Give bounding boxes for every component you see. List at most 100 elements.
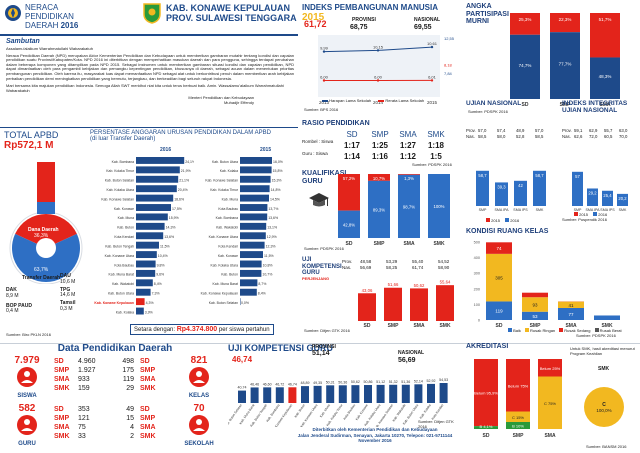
apm-title-1: ANGKA	[466, 3, 492, 10]
ukg-bar-label: 51,36	[401, 380, 410, 384]
dp-row-level: SMP	[140, 367, 156, 374]
rasio-row1-value: 1:17	[343, 141, 360, 150]
anggaran-2016-value-label: 3,9%	[145, 310, 153, 314]
ukg-bar-label: 46,60	[263, 382, 272, 386]
rasio-col-header: SMA	[399, 130, 417, 139]
kondisi-bar-rusak-ringan	[486, 253, 512, 302]
ukg-bar	[301, 386, 309, 403]
anggaran-year-2016: 2016	[160, 147, 172, 153]
ukg-bar	[351, 385, 360, 403]
ukg-bar	[313, 385, 322, 403]
ipm-source: Sumber: BPS 2016	[304, 107, 339, 112]
dp-row-level: SMK	[54, 385, 70, 392]
ipm-data-label: 10,61	[427, 41, 438, 46]
kualifikasi-bar-below-s1	[368, 174, 390, 181]
dp-sekolah-block: 49 SD 15 SMP 4 SMA 2 SMK 70 SEKOLAH	[116, 403, 226, 449]
ukg-level-row-label: Prov.	[342, 259, 353, 264]
un-legend-2015: 2015	[491, 218, 501, 223]
dp-row: SD 353	[54, 405, 90, 414]
un-x-tick: SMP	[479, 208, 487, 212]
ukg-level-title-2: KOMPETENSI	[302, 263, 342, 270]
dp-siswa-block: 7.979 SISWA SD 4.960 SMP 1.927 SMA 933 SMK 159	[4, 355, 114, 401]
ukg-bar	[414, 384, 423, 403]
sambutan-panel: Sambutan Assalamu'alaikum Warrahmatullah…	[6, 38, 294, 126]
akreditasi-title: AKREDITASI	[466, 343, 509, 350]
kondisi-panel: KONDISI RUANG KELAS 0 100 200 300 400 500 119 3…	[466, 228, 638, 340]
data-pendidikan-panel: Data Pendidikan Daerah 7.979 SISWA SD 4.960…	[4, 343, 226, 451]
dp-row-level: SMK	[140, 385, 156, 392]
apbd-transfer-label: Transfer Daerah	[22, 275, 61, 281]
anggaran-2016-category-label: Kab. Kolaka	[116, 310, 134, 314]
kualifikasi-x-tick: SD	[346, 241, 353, 247]
ipm-prov-rls-label: 8,18	[444, 63, 453, 68]
dp-row: SMA 933	[54, 375, 96, 384]
kualifikasi-x-tick: SMA	[403, 241, 415, 247]
anggaran-2015-bar	[240, 232, 266, 240]
anggaran-2015-bar	[240, 279, 258, 287]
un-nas-value: 58,5	[478, 134, 487, 139]
anggaran-2016-value-label: 13,6%	[164, 235, 174, 239]
kualifikasi-title-1: KUALIFIKASI	[302, 170, 347, 177]
anggaran-2016-category-label: Kab. Buton	[117, 226, 134, 230]
kondisi-chart: 0 100 200 300 400 500 119 305 74 SD 53 93 SMP 77 41 SMA…	[474, 241, 620, 329]
anggaran-2016-category-label: Kab. Buton Selatan	[105, 179, 134, 183]
dp-row-value: 49	[126, 406, 134, 413]
ukg-category-label: Kab. Kolaka	[419, 403, 432, 420]
kondisi-y-tick: 100	[474, 303, 480, 307]
anggaran-2016-value-label: 4,3%	[146, 301, 154, 305]
un-legend-2016-swatch	[505, 218, 510, 222]
akreditasi-bar-label: C 15%	[512, 415, 524, 420]
apbd-total: Rp572,1 M	[4, 140, 54, 151]
region-crest-icon	[142, 2, 162, 24]
anggaran-2015-bar	[240, 166, 272, 174]
anggaran-2015-value-label: 14,8%	[271, 188, 281, 192]
apm-chart: 25,3% 74,7% SD 22,3% 77,7% SMP 51,7% 48,3% SMA	[510, 13, 620, 108]
akreditasi-bar-belum	[506, 359, 530, 412]
anggaran-2015-bar	[240, 175, 271, 183]
un-bar-label: 58,7	[478, 173, 487, 178]
footer-line1: Diterbitkan oleh Kementerian Pendidikan …	[312, 427, 438, 432]
ukg-level-nas-value: 61,74	[412, 265, 424, 270]
ipm-legend-hls-swatch	[322, 99, 328, 102]
kualifikasi-x-tick: SMP	[374, 241, 386, 247]
anggaran-2016-value-label: 17,5%	[172, 207, 182, 211]
apbd-slice-dana-daerah	[15, 214, 77, 248]
un-nas-value: 52,8	[516, 134, 525, 139]
ipm-point	[430, 45, 434, 49]
kondisi-bar-rusak-sedang	[522, 292, 548, 298]
ipm-x-tick: 2015	[427, 100, 438, 105]
classroom-icon	[189, 367, 209, 387]
kualifikasi-bar-s1	[428, 174, 450, 238]
apm-bar-value	[590, 57, 620, 99]
kondisi-legend-item: Rusak Sedang	[559, 328, 591, 333]
ukg-level-prov-value: 55,40	[412, 259, 424, 264]
kondisi-bar-label: 77	[568, 312, 574, 317]
anggaran-2016-category-label: Kab. Konawe Selatan	[101, 197, 134, 201]
anggaran-2016-bar	[136, 298, 145, 306]
rasio-col-header: SMP	[371, 130, 389, 139]
anggaran-2016-category-label: Kab. Buton Tengah	[105, 244, 134, 248]
kondisi-bar-rusak-ringan	[522, 297, 548, 312]
region-line2: PROV. SULAWESI TENGGARA	[166, 13, 297, 23]
ipm-x-tick: 2013	[319, 100, 330, 105]
kualifikasi-s1-label: 89,3%	[373, 207, 385, 212]
anggaran-2016-value-label: 11,5%	[160, 244, 170, 248]
iiun-legend-2016: 2016	[598, 212, 608, 217]
akreditasi-bar-c	[506, 411, 530, 422]
akreditasi-bar-label: B 4,1%	[480, 424, 493, 429]
un-x-tick: SMA IPS	[513, 208, 528, 212]
ukg-level-prov-value: 53,29	[386, 259, 398, 264]
iiun-prov-value: 55,7	[604, 128, 613, 133]
rasio-row2-value: 1:14	[343, 152, 360, 161]
anggaran-2016-value-label: 8,4%	[154, 282, 162, 286]
un-x-tick: SMK	[536, 208, 544, 212]
signer-title: Menteri Pendidikan dan Kebudayaan	[188, 95, 254, 101]
kondisi-y-tick: 300	[474, 272, 480, 276]
un-legend-2015-swatch	[486, 218, 490, 222]
apm-bar-value	[510, 34, 540, 100]
ukg-bar	[364, 385, 372, 403]
apm-gap-label: 22,3%	[559, 17, 572, 22]
kondisi-legend-swatch	[524, 328, 529, 332]
iiun-x-tick: SMA IPA	[585, 208, 600, 212]
